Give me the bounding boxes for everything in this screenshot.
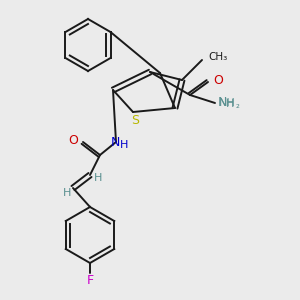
Text: O: O: [213, 74, 223, 86]
Text: H: H: [94, 173, 102, 183]
Text: F: F: [86, 274, 94, 286]
Text: H: H: [120, 140, 128, 150]
Text: S: S: [131, 115, 139, 128]
Text: O: O: [68, 134, 78, 146]
Text: CH₃: CH₃: [208, 52, 227, 62]
Text: NH: NH: [219, 98, 236, 108]
Text: H: H: [226, 99, 234, 109]
Text: ₂: ₂: [236, 100, 240, 110]
Text: N: N: [110, 136, 120, 149]
Text: H: H: [63, 188, 71, 198]
Text: N: N: [218, 95, 227, 109]
